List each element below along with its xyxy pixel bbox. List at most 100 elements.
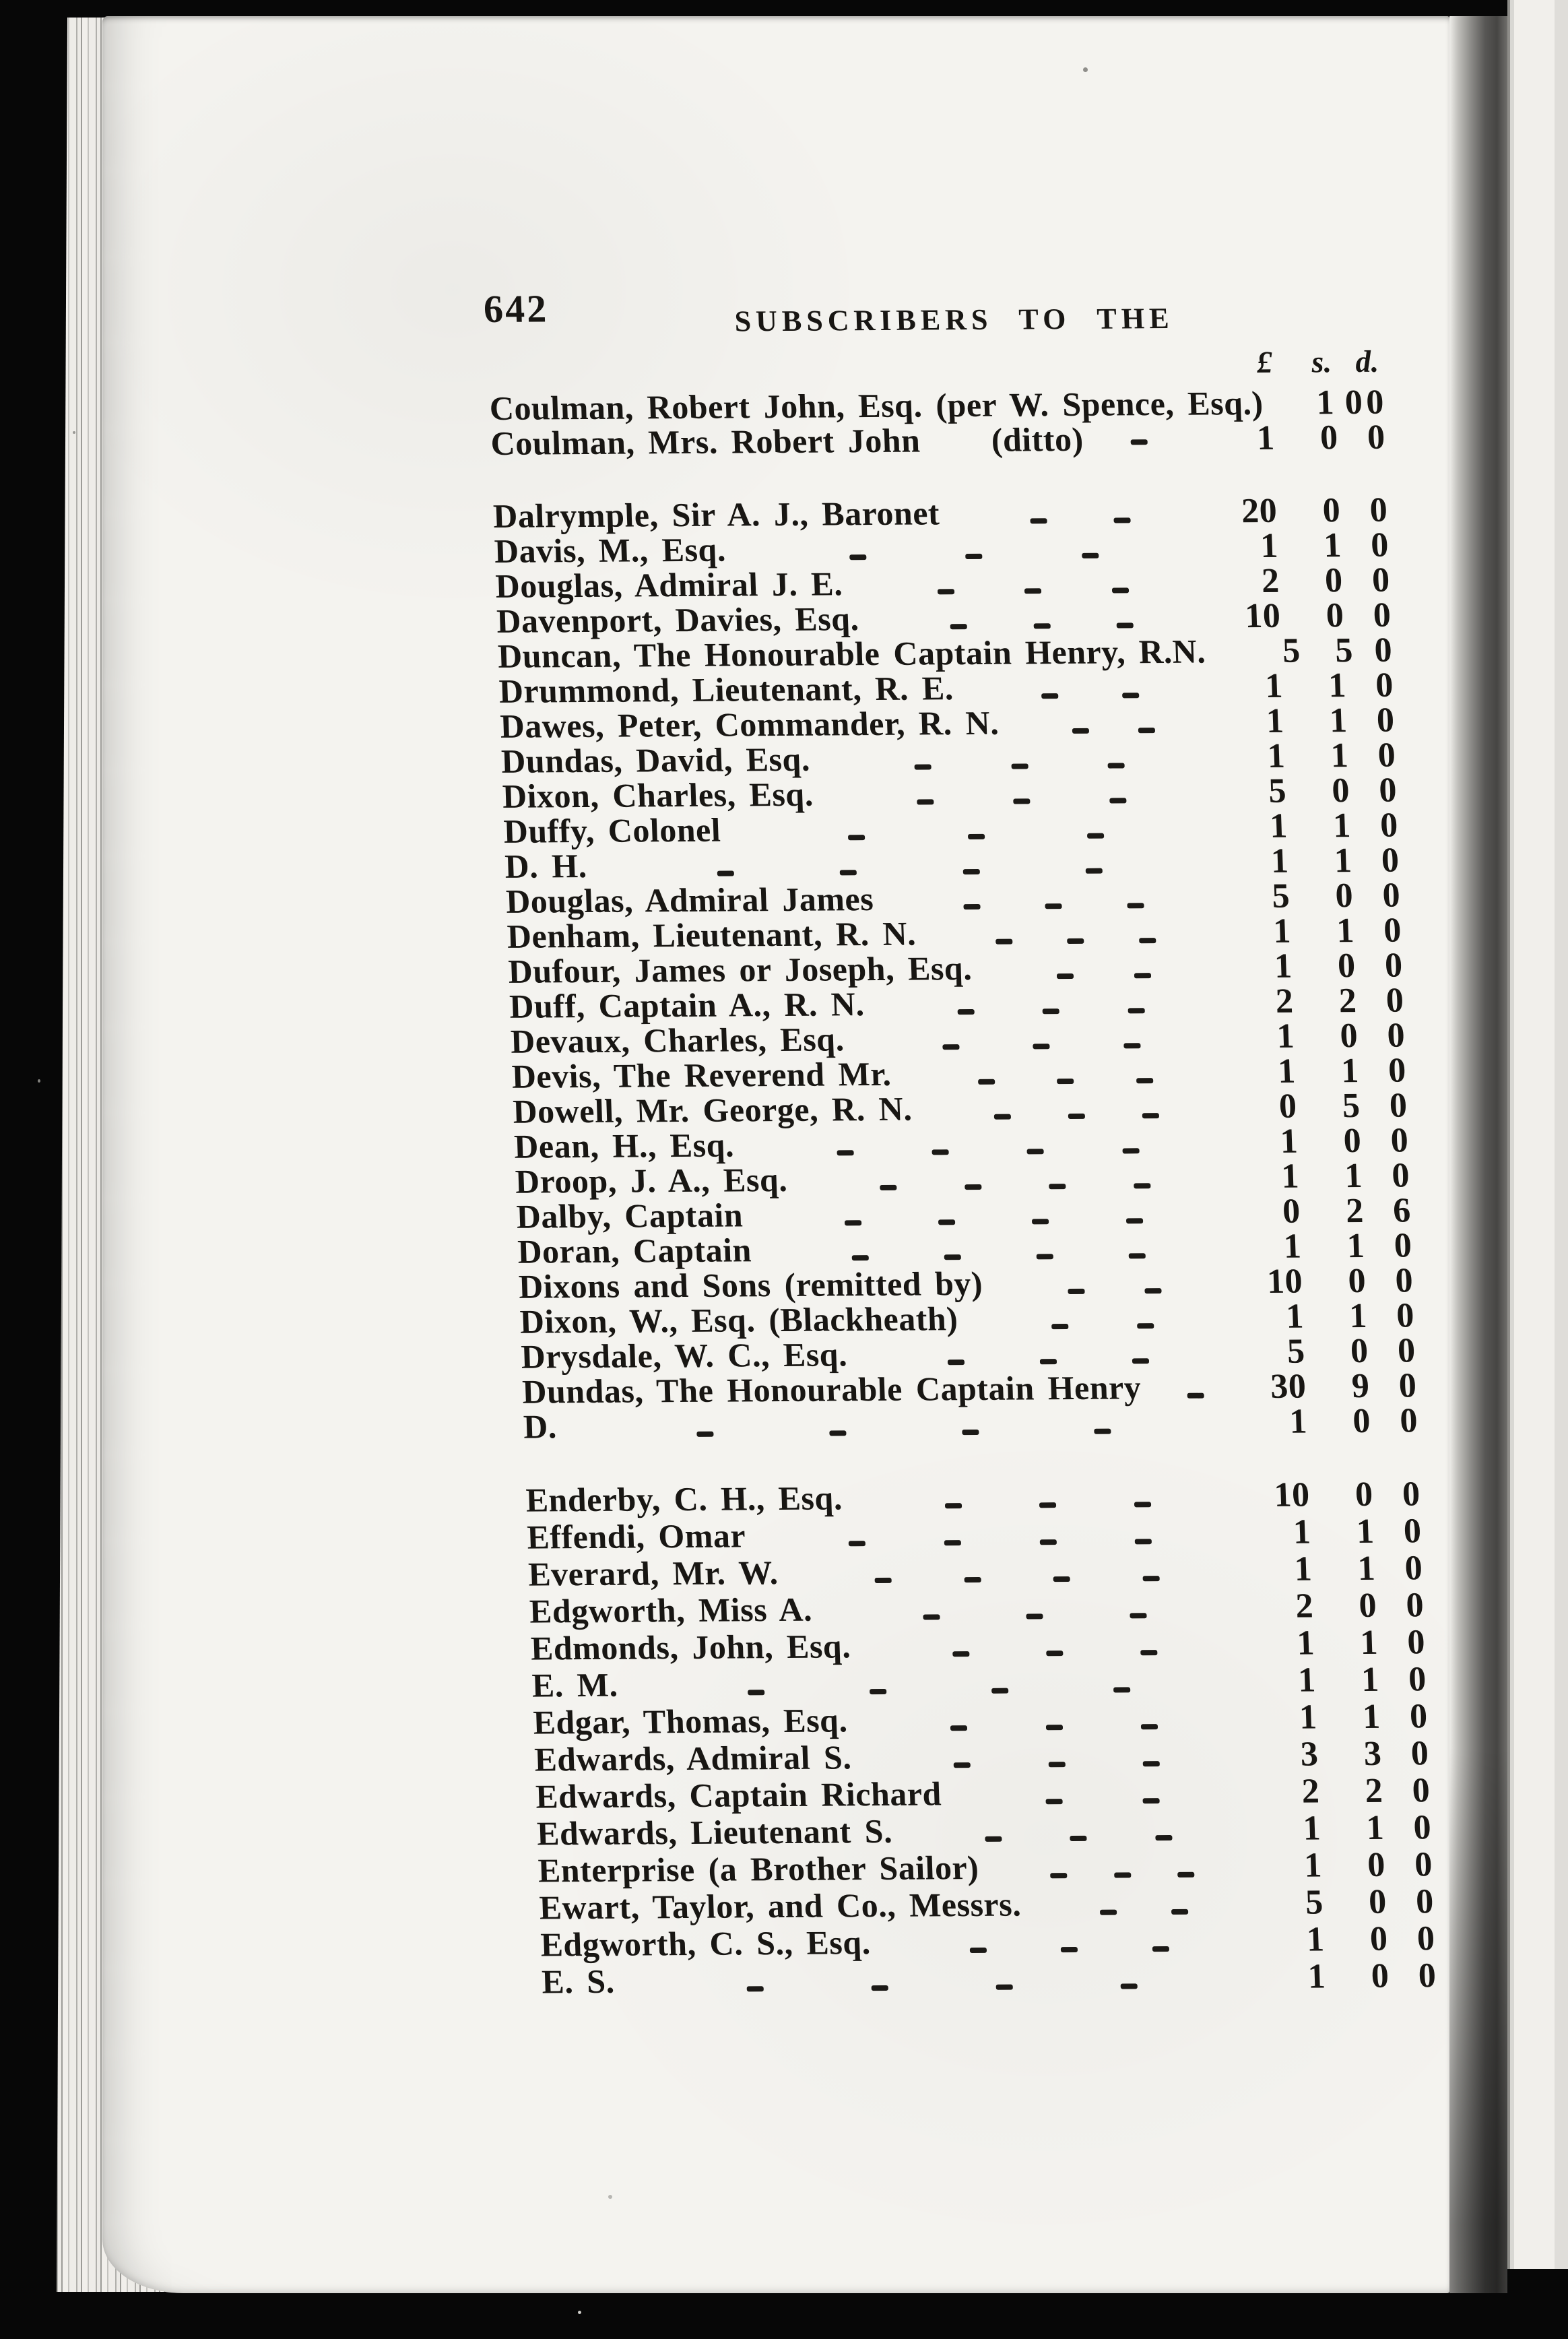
leader-dash bbox=[1045, 1725, 1063, 1731]
subscriber-name: Duncan, The Honourable Captain Henry, R.… bbox=[497, 632, 1207, 675]
amount-pounds: 2 bbox=[1295, 1587, 1315, 1626]
leader-dash bbox=[1033, 623, 1051, 629]
leader-dash bbox=[1187, 1392, 1204, 1399]
dash-leader bbox=[891, 1070, 1234, 1085]
leader-dash bbox=[1087, 833, 1105, 839]
leader-dash bbox=[880, 1184, 897, 1190]
subscriber-name: Devaux, Charles, Esq. bbox=[510, 1020, 845, 1060]
amount-pence: 0 bbox=[1379, 806, 1399, 845]
leader-dash bbox=[1039, 1359, 1057, 1365]
leader-dash bbox=[847, 835, 865, 841]
leader-dash bbox=[952, 1651, 970, 1657]
table-row: E. M. 1 1 0 bbox=[531, 1660, 1427, 1704]
amount-pence: 0 bbox=[1387, 1051, 1407, 1090]
leader-dash bbox=[1039, 1502, 1057, 1508]
leader-dash bbox=[995, 1984, 1013, 1990]
leader-dash bbox=[1134, 973, 1152, 979]
amount-shillings: 0 bbox=[1325, 596, 1345, 635]
dash-leader bbox=[954, 685, 1222, 699]
dash-leader bbox=[810, 755, 1224, 770]
dash-leader bbox=[851, 1754, 1257, 1768]
leader-dash bbox=[1036, 1254, 1053, 1260]
leader-dash bbox=[991, 1688, 1009, 1694]
table-row: Edwards, Captain Richard 2 2 0 bbox=[535, 1771, 1431, 1815]
leader-dash bbox=[1051, 1324, 1069, 1330]
amount-pence: 0 bbox=[1398, 1366, 1418, 1405]
amount-shillings: 2 bbox=[1345, 1191, 1365, 1231]
leader-dash bbox=[965, 553, 983, 560]
table-row: Ewart, Taylor, and Co., Messrs. 5 0 0 bbox=[539, 1882, 1435, 1926]
amount-shillings: 1 bbox=[1362, 1697, 1381, 1736]
amount-shillings: 1 bbox=[1333, 841, 1353, 880]
dash-leader bbox=[874, 895, 1229, 910]
table-row: Edgworth, Miss A. 2 0 0 bbox=[529, 1586, 1425, 1630]
dash-leader bbox=[864, 1000, 1232, 1015]
dash-leader bbox=[746, 1531, 1249, 1547]
leader-dash bbox=[977, 1079, 995, 1085]
amount-shillings: 0 bbox=[1367, 1845, 1386, 1884]
leader-dash bbox=[1113, 1687, 1131, 1693]
leader-dash bbox=[1120, 1983, 1138, 1989]
leader-dash bbox=[1072, 728, 1090, 734]
leader-dash bbox=[995, 938, 1013, 944]
leader-dash bbox=[874, 1577, 892, 1584]
leader-dash bbox=[1142, 1113, 1159, 1119]
subscriber-name: Devis, The Reverend Mr. bbox=[511, 1054, 892, 1095]
leader-dash bbox=[1127, 903, 1144, 909]
subscriber-name: Douglas, Admiral James bbox=[505, 880, 874, 920]
leader-dash bbox=[1070, 1835, 1088, 1842]
amount-pounds: 5 bbox=[1305, 1883, 1324, 1922]
subscriber-name: Dalrymple, Sir A. J., Baronet bbox=[492, 494, 940, 535]
dash-leader bbox=[979, 1865, 1260, 1879]
leader-dash bbox=[1113, 517, 1131, 523]
dash-leader bbox=[843, 1494, 1249, 1509]
amount-shillings: 1 bbox=[1329, 701, 1348, 740]
subscriber-name: Dundas, The Honourable Captain Henry bbox=[521, 1368, 1142, 1411]
leader-dash bbox=[1050, 1873, 1068, 1879]
adjacent-page-edge bbox=[1507, 0, 1568, 2269]
leader-dash bbox=[1033, 1044, 1050, 1050]
amount-pounds: 1 bbox=[1266, 736, 1286, 775]
leader-dash bbox=[1045, 903, 1063, 909]
dash-leader bbox=[1021, 1902, 1262, 1915]
amount-pence: 0 bbox=[1376, 701, 1396, 740]
table-row: Davenport, Davies, Esq. 10 0 0 bbox=[496, 596, 1392, 640]
amount-pounds: 2 bbox=[1274, 982, 1295, 1021]
subscriber-name: Droop, J. A., Esq. bbox=[515, 1160, 789, 1200]
leader-dash bbox=[1171, 1909, 1189, 1915]
amount-pence: 0 bbox=[1414, 1845, 1433, 1884]
dash-leader bbox=[983, 1281, 1241, 1295]
dash-leader bbox=[721, 825, 1226, 841]
subscriber-name: Edgworth, C. S., Esq. bbox=[540, 1923, 872, 1964]
amount-shillings: 1 bbox=[1330, 736, 1350, 775]
subscriber-name: E. M. bbox=[531, 1665, 619, 1704]
leader-dash bbox=[961, 1429, 979, 1436]
amount-shillings: 1 bbox=[1336, 911, 1355, 951]
amount-pounds: 5 bbox=[1286, 1332, 1306, 1371]
dash-leader bbox=[743, 1211, 1239, 1226]
amount-pence: 0 bbox=[1371, 560, 1391, 600]
amount-pence: 0 bbox=[1409, 1697, 1429, 1736]
amount-pounds: 1 bbox=[1274, 947, 1293, 986]
subscriber-name: Davis, M., Esq. bbox=[493, 530, 727, 570]
table-row: Droop, J. A., Esq. 1 1 0 bbox=[515, 1156, 1410, 1200]
amount-shillings: 1 bbox=[1357, 1549, 1377, 1589]
amount-pence: 0 bbox=[1405, 1586, 1425, 1625]
amount-shillings: 1 bbox=[1359, 1623, 1379, 1663]
table-row: Dalrymple, Sir A. J., Baronet 20 0 0 bbox=[492, 491, 1388, 535]
table-row: Dixon, W., Esq. (Blackheath) 1 1 0 bbox=[519, 1296, 1415, 1340]
leader-dash bbox=[950, 624, 967, 630]
dash-leader bbox=[778, 1568, 1251, 1584]
table-row: Dundas, The Honourable Captain Henry 30 9 0 bbox=[521, 1366, 1418, 1411]
amount-pounds: 1 bbox=[1293, 1549, 1313, 1589]
amount-shillings: 1 bbox=[1344, 1156, 1363, 1196]
subscriber-name: Effendi, Omar bbox=[526, 1516, 746, 1556]
table-row: Davis, M., Esq. 1 1 0 bbox=[493, 526, 1390, 570]
table-row: Dundas, David, Esq. 1 1 0 bbox=[500, 736, 1396, 780]
dash-leader bbox=[843, 580, 1218, 595]
leader-dash bbox=[1155, 1834, 1173, 1841]
amount-shillings: 0 bbox=[1352, 1401, 1371, 1441]
subscriber-name: Dawes, Peter, Commander, R. N. bbox=[499, 703, 1000, 745]
dash-leader bbox=[847, 1717, 1255, 1731]
amount-pounds: 1 bbox=[1297, 1661, 1317, 1700]
